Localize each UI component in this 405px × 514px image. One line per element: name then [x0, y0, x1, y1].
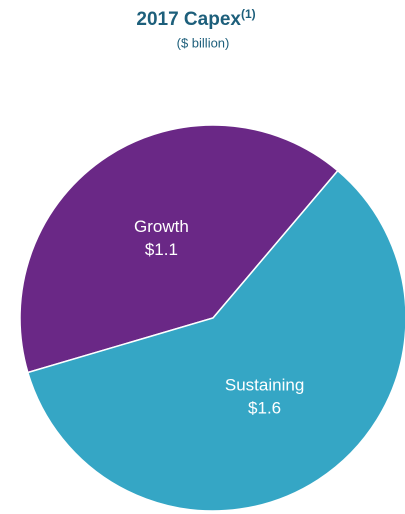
title-text: 2017 Capex	[136, 9, 241, 30]
pie-slice	[26, 169, 405, 512]
chart-title: 2017 Capex(1)	[136, 7, 255, 30]
pie: Growth $1.1 Sustaining $1.6	[19, 124, 405, 512]
value-label: $1.6	[248, 399, 281, 418]
slice-label: Growth	[134, 217, 189, 236]
value-label: $1.1	[145, 240, 178, 259]
title-note: (1)	[241, 7, 256, 21]
chart-subtitle: ($ billion)	[177, 35, 230, 50]
pie-slice	[19, 124, 339, 374]
slice-label: Sustaining	[225, 376, 304, 395]
